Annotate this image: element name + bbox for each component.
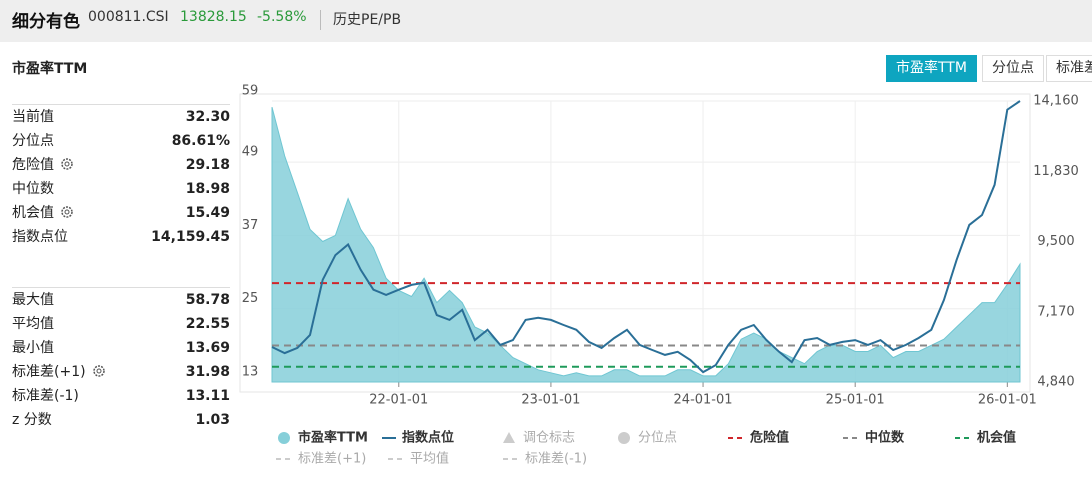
stat-row: 标准差(-1) 13.11 [12,384,230,408]
stat-label: 平均值 [12,316,54,332]
y2-tick-label: 11,830 [1033,164,1079,179]
legend-label: 危险值 [750,430,789,446]
change: -5.58% [257,9,307,25]
stat-row: 指数点位 14,159.45 [12,225,230,249]
stat-label: 指数点位 [12,229,68,245]
code: 000811.CSI [88,9,169,25]
y2-tick-label: 4,840 [1037,375,1074,390]
stat-value: 32.30 [185,109,230,125]
legend-label: 指数点位 [402,430,454,446]
stat-row: 危险值 29.18 [12,153,230,177]
plot-border [239,93,1031,393]
x-tick-label: 22-01-01 [369,393,428,408]
stat-row: 分位点 86.61% [12,129,230,153]
index-line [271,100,1021,374]
stat-row: 当前值 32.30 [12,105,230,129]
stat-row: 平均值 22.55 [12,312,230,336]
stat-label: 分位点 [12,133,54,149]
stat-row: 最小值 13.69 [12,336,230,360]
gear-icon[interactable] [60,205,74,219]
legend-label: 标准差(+1) [298,452,366,467]
x-tick-label: 24-01-01 [674,393,733,408]
tab[interactable]: 分位点 [982,55,1044,82]
gear-icon[interactable] [60,157,74,171]
legend-label: 市盈率TTM [298,430,368,446]
tab[interactable]: 标准差 [1046,55,1092,82]
y2-tick-label: 14,160 [1033,94,1079,109]
legend-label: 分位点 [638,431,677,446]
legend-marker [503,432,515,443]
stat-row: 最大值 58.78 [12,288,230,312]
section-title: 市盈率TTM [12,61,88,77]
stats: 最大值 58.78 平均值 22.55 最小值 13.69 标准差(+1) 31.98 标准差(… [12,287,230,432]
stat-label: 当前值 [12,109,54,125]
stat-label: 危险值 [12,157,54,173]
legend-label: 调仓标志 [523,431,575,446]
stat-label: 最大值 [12,292,54,308]
x-tick-label: 23-01-01 [521,393,580,408]
y-tick-label: 25 [242,291,259,306]
y-tick-label: 13 [242,365,259,380]
stat-value: 22.55 [185,316,230,332]
legend-marker [278,432,290,444]
stat-value: 29.18 [185,157,230,173]
stat-value: 18.98 [185,181,230,197]
header: 细分有色 000811.CSI 13828.15 -5.58% 历史PE/PB [0,0,1092,42]
gear-icon[interactable] [92,364,106,378]
legend-label: 中位数 [865,430,905,446]
x-tick-label: 25-01-01 [826,393,885,408]
y-tick-label: 59 [242,84,259,99]
stats: 当前值 32.30 分位点 86.61% 危险值 29.18 中位数 18.98 机会值 15.4… [12,104,230,249]
legend-label: 机会值 [977,430,1016,446]
y-tick-label: 49 [242,145,259,160]
stat-value: 31.98 [185,364,230,380]
legend-label: 标准差(-1) [525,452,587,467]
stat-row: 中位数 18.98 [12,177,230,201]
stat-value: 15.49 [185,205,230,221]
title: 细分有色 [12,12,80,32]
price: 13828.15 [180,9,247,25]
stat-row: 机会值 15.49 [12,201,230,225]
stat-value: 13.11 [185,388,230,404]
stat-row: 标准差(+1) 31.98 [12,360,230,384]
stat-value: 13.69 [185,340,230,356]
stat-label: 标准差(-1) [12,388,79,404]
pe-pb-link[interactable]: 历史PE/PB [333,12,402,28]
stat-label: z 分数 [12,412,52,428]
y2-tick-label: 9,500 [1037,234,1074,249]
stat-label: 机会值 [12,205,54,221]
x-tick-label: 26-01-01 [978,393,1037,408]
y-tick-label: 37 [242,218,259,233]
pe-area [271,106,1021,383]
stat-label: 中位数 [12,181,54,197]
stat-label: 最小值 [12,340,54,356]
stat-label: 标准差(+1) [12,364,86,380]
stat-value: 1.03 [195,412,230,428]
stat-value: 86.61% [171,133,230,149]
stat-value: 58.78 [185,292,230,308]
legend-marker [618,432,630,444]
stat-row: z 分数 1.03 [12,408,230,432]
stat-value: 14,159.45 [151,229,230,245]
tab[interactable]: 市盈率TTM [886,55,977,82]
legend-label: 平均值 [410,451,449,467]
y2-tick-label: 7,170 [1037,304,1074,319]
